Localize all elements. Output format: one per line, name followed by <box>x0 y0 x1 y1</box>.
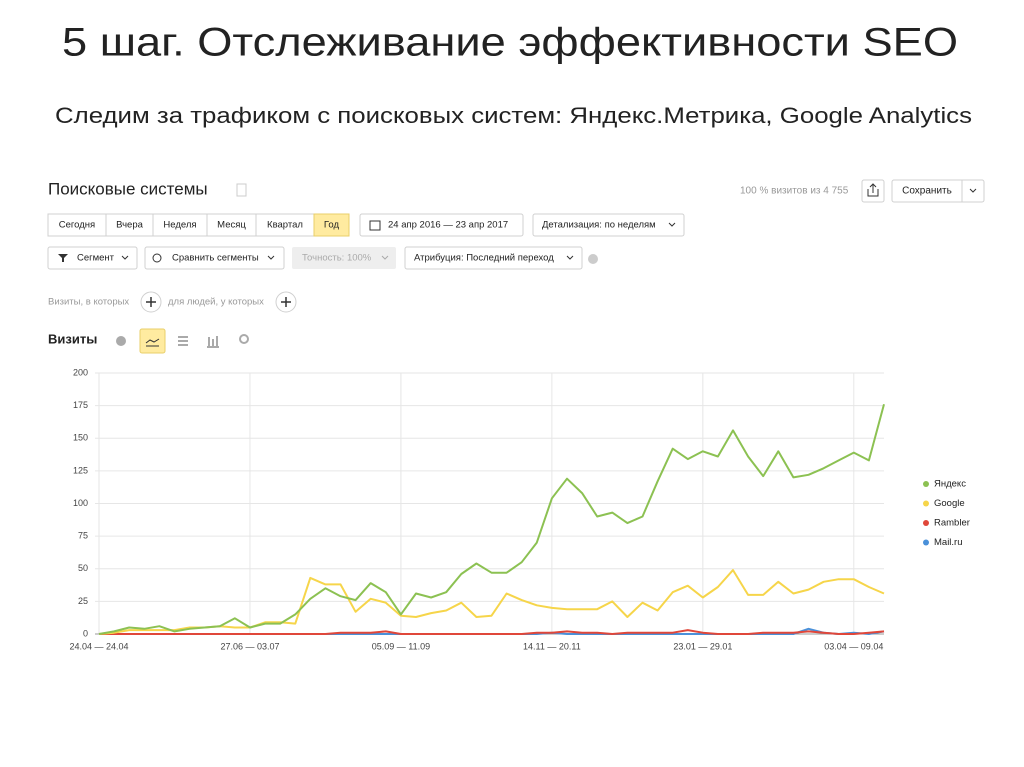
bookmark-icon[interactable] <box>236 183 247 197</box>
legend-marker <box>923 520 929 526</box>
slide-title: 5 шаг. Отслеживание эффективности SEO <box>62 21 958 65</box>
y-tick-label: 200 <box>73 367 88 377</box>
filter-people: для людей, у которых <box>168 297 264 308</box>
period-label: Месяц <box>217 220 246 231</box>
series-line <box>98 404 885 635</box>
chart: 0 25 50 75 100 125 150 175 200 24.04 — 24.04 27.06… <box>69 367 969 651</box>
legend-label: Google <box>934 498 965 509</box>
x-tick-label: 23.01 — 29.01 <box>673 641 732 651</box>
accuracy-label: Точность: 100% <box>302 253 372 264</box>
y-tick-label: 25 <box>78 596 88 606</box>
help-icon[interactable] <box>588 254 598 264</box>
dropdown-arrow <box>121 255 129 260</box>
export-icon <box>867 183 879 197</box>
period-label: Вчера <box>116 220 144 231</box>
x-tick-label: 14.11 — 20.11 <box>523 641 581 651</box>
y-tick-label: 175 <box>73 400 88 410</box>
legend-marker <box>923 539 929 546</box>
save-label: Сохранить <box>902 186 952 197</box>
dropdown-arrow <box>668 222 676 227</box>
visits-share: 100 % визитов из 4 755 <box>740 186 849 197</box>
bar-chart-icon[interactable] <box>207 336 219 348</box>
x-tick-label: 24.04 — 24.04 <box>69 641 128 651</box>
accuracy-button <box>292 247 396 269</box>
compare-label: Сравнить сегменты <box>172 253 259 264</box>
area-chart-icon[interactable] <box>178 336 188 346</box>
segment-label: Сегмент <box>77 253 115 264</box>
filter-visits: Визиты, в которых <box>48 297 129 308</box>
period-label: Квартал <box>267 220 303 231</box>
y-tick-label: 50 <box>78 563 88 573</box>
segment-button[interactable] <box>47 246 138 270</box>
map-icon[interactable] <box>239 334 249 344</box>
legend-marker <box>923 500 929 507</box>
legend-marker <box>923 481 929 487</box>
date-range-button[interactable] <box>359 213 524 237</box>
panel-heading: Поисковые системы <box>48 179 208 198</box>
compare-icon <box>152 253 162 263</box>
y-tick-label: 75 <box>78 531 88 541</box>
legend-label: Mail.ru <box>934 537 963 548</box>
save-button[interactable] <box>891 179 985 203</box>
filter-icon <box>58 254 68 262</box>
pie-chart-icon[interactable] <box>116 336 126 346</box>
dropdown-arrow <box>381 255 389 260</box>
x-tick-label: 05.09 — 11.09 <box>372 641 430 651</box>
legend-label: Rambler <box>934 518 970 529</box>
period-label: Год <box>324 220 340 231</box>
slide-subtitle: Следим за трафиком с поисковых систем: Я… <box>55 103 972 128</box>
series-line <box>98 569 885 635</box>
plus-icon <box>146 297 156 307</box>
legend-label: Яндекс <box>934 479 966 490</box>
detail-label: Детализация: по неделям <box>542 220 656 231</box>
calendar-icon <box>369 220 381 231</box>
line-chart-icon <box>145 338 160 347</box>
plus-icon <box>281 297 291 307</box>
date-range: 24 апр 2016 — 23 апр 2017 <box>388 220 508 231</box>
period-label: Сегодня <box>59 220 95 231</box>
dropdown-arrow <box>267 255 275 260</box>
period-button[interactable] <box>313 213 350 237</box>
dropdown-arrow <box>566 255 574 260</box>
metric-label: Визиты <box>48 331 97 346</box>
y-tick-label: 100 <box>73 498 88 508</box>
period-label: Неделя <box>163 220 196 231</box>
detail-button[interactable] <box>532 213 685 237</box>
attribution-button[interactable] <box>404 246 583 270</box>
y-tick-label: 0 <box>83 628 88 638</box>
period-buttons: Сегодня Вчера Неделя Месяц Квартал Год <box>47 213 350 237</box>
series-line <box>99 629 885 635</box>
dropdown-arrow <box>969 188 977 193</box>
compare-button[interactable] <box>144 246 285 270</box>
x-tick-label: 27.06 — 03.07 <box>220 641 279 651</box>
y-tick-label: 125 <box>73 465 88 475</box>
attribution-label: Атрибуция: Последний переход <box>414 253 554 264</box>
x-tick-label: 03.04 — 09.04 <box>824 641 883 651</box>
y-tick-label: 150 <box>73 433 88 443</box>
